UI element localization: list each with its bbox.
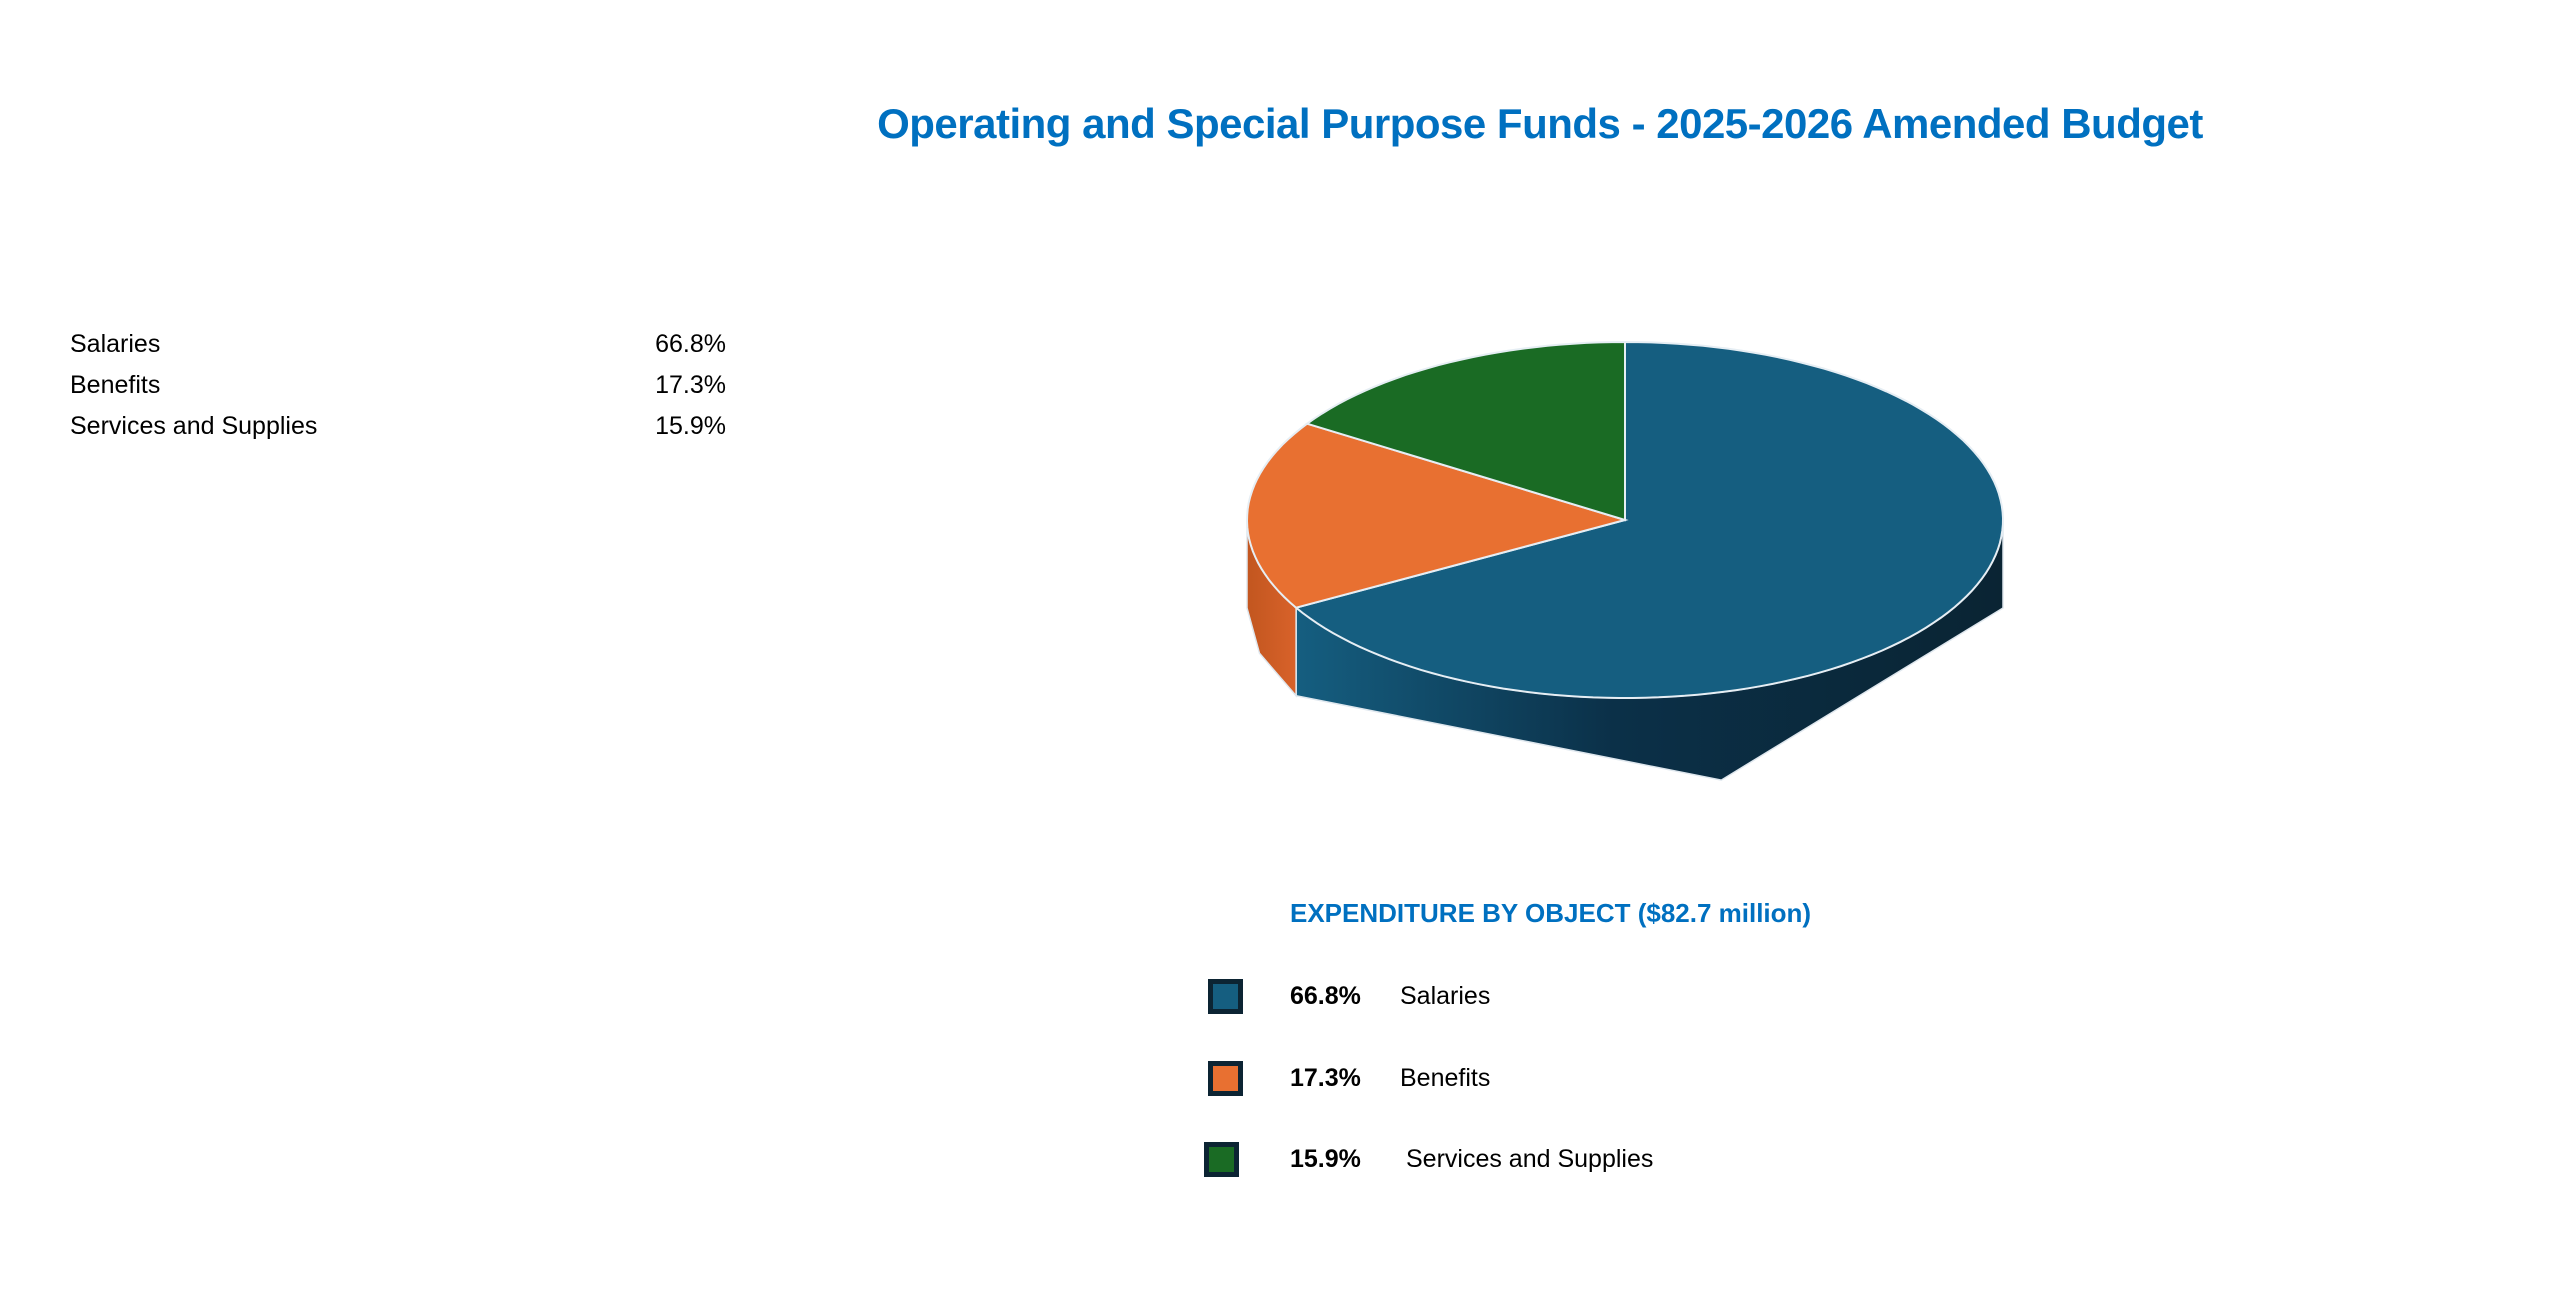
legend-label: Services and Supplies: [1406, 1144, 1654, 1173]
table-row: Benefits 17.3%: [70, 371, 726, 400]
legend-swatch: [1204, 1141, 1239, 1177]
legend-item: 66.8% Salaries: [1208, 976, 1490, 1016]
row-value: 66.8%: [655, 330, 726, 358]
legend-label: Benefits: [1400, 1063, 1491, 1092]
legend-value: 66.8%: [1290, 981, 1361, 1010]
row-label: Services and Supplies: [70, 412, 318, 440]
row-value: 17.3%: [655, 371, 726, 399]
legend-value: 15.9%: [1290, 1144, 1361, 1173]
row-value: 15.9%: [655, 412, 726, 440]
row-label: Benefits: [70, 371, 161, 399]
legend-label: Salaries: [1400, 981, 1491, 1010]
legend-swatch: [1208, 1060, 1243, 1096]
legend-item: 15.9% Services and Supplies: [1204, 1139, 1653, 1179]
pie-slice-benefits: [1245, 422, 1629, 609]
chart-title: Operating and Special Purpose Funds - 20…: [877, 100, 2203, 147]
legend-swatch: [1208, 978, 1243, 1014]
legend-item: 17.3% Benefits: [1208, 1058, 1490, 1098]
pie-slice-services-and-supplies: [1304, 340, 1626, 522]
row-label: Salaries: [70, 330, 161, 358]
table-row: Services and Supplies 15.9%: [70, 412, 726, 441]
legend-value: 17.3%: [1290, 1063, 1361, 1092]
legend-title: EXPENDITURE BY OBJECT ($82.7 million): [1290, 898, 1812, 928]
table-row: Salaries 66.8%: [70, 330, 726, 359]
pie-slice-salaries: [1293, 340, 2005, 699]
